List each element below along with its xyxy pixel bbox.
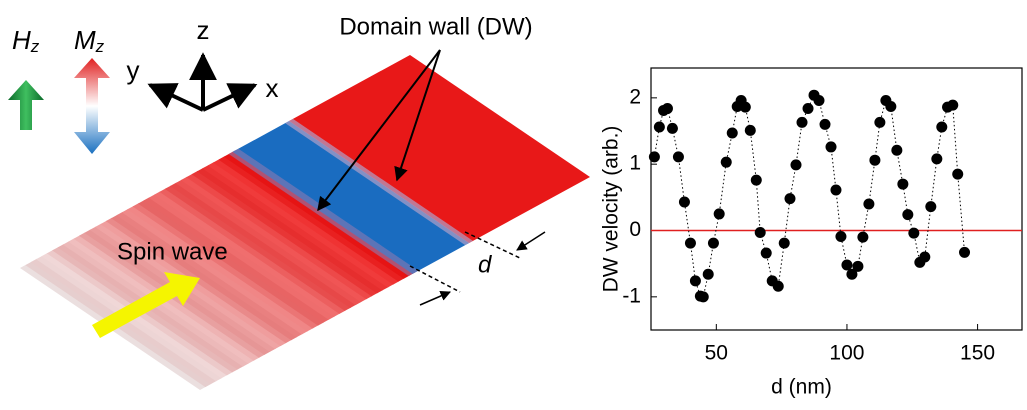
y-tick-label: 2 — [629, 85, 641, 108]
data-point — [708, 238, 719, 249]
data-point — [698, 291, 709, 302]
y-tick-label: -1 — [622, 284, 641, 307]
data-point — [703, 269, 714, 280]
data-point — [931, 153, 942, 164]
data-point — [835, 231, 846, 242]
y-axis-label: DW velocity (arb.) — [600, 126, 623, 293]
axis-z-label: z — [197, 15, 210, 45]
data-point — [891, 145, 902, 156]
figure: Hz Mz z y x Domain wall (DW) Spin wave d… — [0, 0, 1027, 405]
distance-label: d — [478, 251, 492, 278]
axes-icon — [150, 55, 255, 110]
data-point — [745, 125, 756, 136]
data-point — [885, 101, 896, 112]
data-point — [654, 122, 665, 133]
data-point — [947, 100, 958, 111]
data-point — [813, 95, 824, 106]
data-point — [773, 281, 784, 292]
y-tick-label: 0 — [629, 218, 641, 241]
data-point — [791, 159, 802, 170]
data-point — [902, 209, 913, 220]
data-point — [908, 228, 919, 239]
data-point — [936, 122, 947, 133]
data-point — [784, 193, 795, 204]
data-point — [897, 179, 908, 190]
data-point — [727, 128, 738, 139]
data-point — [925, 201, 936, 212]
data-point — [751, 175, 762, 186]
data-point — [649, 151, 660, 162]
data-point — [714, 208, 725, 219]
data-point — [841, 259, 852, 270]
y-tick-label: 1 — [629, 152, 641, 175]
field-arrow — [8, 80, 44, 130]
axis-y-label: y — [127, 55, 140, 85]
data-point — [919, 252, 930, 263]
data-point — [857, 232, 868, 243]
data-point — [863, 198, 874, 209]
field-label: Hz — [12, 25, 40, 57]
data-point — [662, 103, 673, 114]
data-point — [690, 275, 701, 286]
x-axis-label: d (nm) — [771, 376, 832, 399]
magnetization-arrow — [74, 58, 110, 154]
film-strip — [20, 55, 590, 390]
axis-x-label: x — [266, 73, 279, 103]
data-point — [755, 227, 766, 238]
data-point — [852, 261, 863, 272]
data-point — [685, 238, 696, 249]
data-point — [826, 141, 837, 152]
spin-wave-label: Spin wave — [117, 238, 228, 265]
magnetization-label: Mz — [74, 25, 105, 57]
data-point — [673, 151, 684, 162]
data-point — [667, 123, 678, 134]
data-point — [797, 117, 808, 128]
data-point — [803, 103, 814, 114]
x-tick-label: 50 — [705, 342, 728, 365]
data-point — [830, 185, 841, 196]
domain-wall-label: Domain wall (DW) — [339, 13, 532, 40]
data-point — [721, 157, 732, 168]
data-point — [779, 238, 790, 249]
chart: -1 0 1 2 50 100 150 d (nm) DW velocity (arb.) — [600, 68, 1022, 399]
data-point — [874, 117, 885, 128]
data-point — [820, 119, 831, 130]
x-tick-label: 100 — [829, 342, 864, 365]
data-point — [869, 155, 880, 166]
data-point — [761, 248, 772, 259]
data-point — [679, 196, 690, 207]
data-point — [952, 169, 963, 180]
data-point — [740, 102, 751, 113]
data-point — [959, 247, 970, 258]
x-tick-label: 150 — [960, 342, 995, 365]
